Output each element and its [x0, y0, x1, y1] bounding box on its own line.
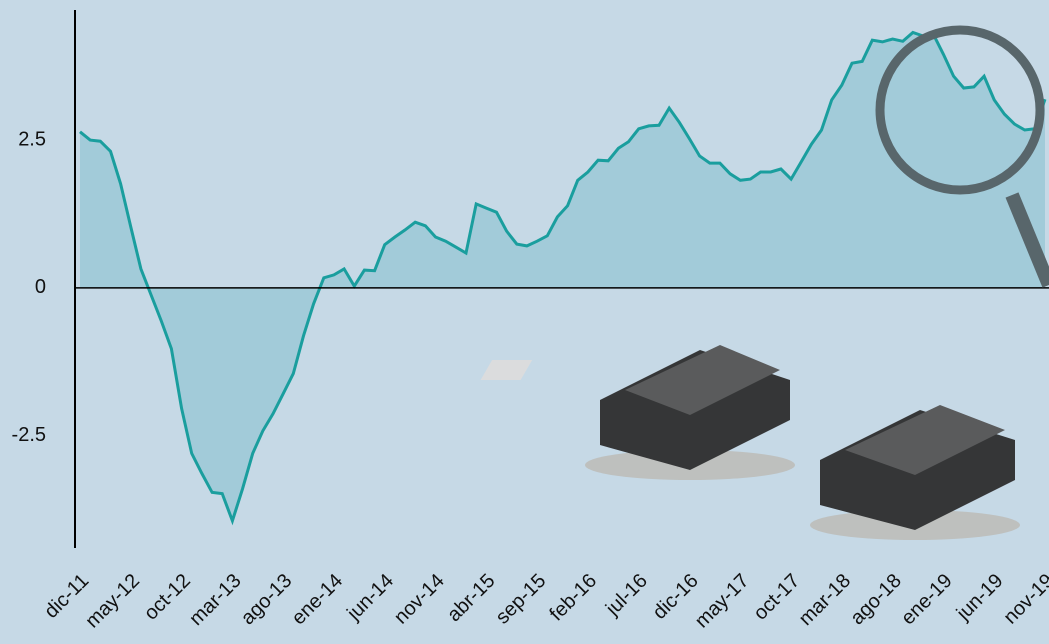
y-tick-label: 0 — [35, 276, 46, 298]
x-tick-label: jun-19 — [952, 570, 1008, 626]
x-tick-label: jul-16 — [601, 570, 652, 621]
x-tick-label: may-12 — [81, 570, 144, 633]
x-tick-label: jun-14 — [342, 570, 398, 626]
x-tick-label: mar-18 — [795, 570, 855, 630]
page: {"chart_data": {"type": "area", "categor… — [0, 0, 1049, 644]
y-tick-label: -2.5 — [12, 424, 46, 446]
chart: -2.502.5dic-11may-12oct-12mar-13ago-13en… — [0, 0, 1049, 644]
x-tick-label: feb-16 — [546, 570, 602, 626]
x-tick-label: nov-19 — [999, 570, 1049, 629]
x-tick-label: mar-13 — [185, 570, 245, 630]
x-tick-label: sep-15 — [492, 570, 551, 629]
x-tick-label: nov-14 — [390, 570, 449, 629]
x-tick-label: ago-18 — [846, 570, 906, 630]
pos-terminals — [481, 345, 1020, 540]
x-tick-label: abr-15 — [443, 570, 499, 626]
x-tick-label: may-17 — [691, 570, 754, 633]
x-tick-label: ene-19 — [897, 570, 957, 630]
x-tick-label: ago-13 — [237, 570, 297, 630]
y-tick-label: 2.5 — [18, 128, 46, 150]
x-tick-label: ene-14 — [288, 570, 348, 630]
